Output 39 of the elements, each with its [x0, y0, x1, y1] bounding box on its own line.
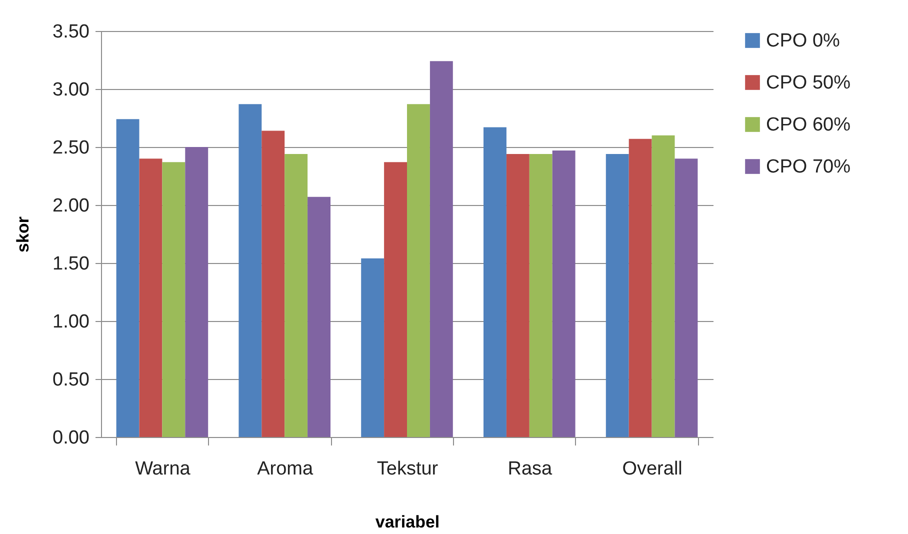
x-tick-label: Tekstur	[376, 458, 439, 480]
y-tick-label: 3.50	[52, 22, 90, 42]
bar	[185, 147, 208, 437]
x-axis-title: variabel	[375, 512, 440, 532]
y-tick-label: 0.50	[52, 370, 90, 390]
bar	[628, 138, 652, 437]
y-tick-label: 3.00	[52, 80, 90, 100]
bar	[139, 158, 162, 437]
bar	[652, 135, 675, 437]
bar	[384, 162, 407, 437]
bar	[284, 154, 308, 437]
y-tick-label: 2.50	[52, 138, 90, 158]
x-tick-label: Warna	[135, 458, 191, 480]
bar	[430, 61, 453, 437]
bar	[162, 162, 186, 437]
y-tick-label: 0.00	[52, 428, 90, 448]
legend-label: CPO 60%	[766, 114, 851, 136]
bar	[238, 104, 262, 437]
legend-label: CPO 0%	[766, 30, 840, 52]
bar	[606, 154, 629, 437]
bar	[116, 119, 140, 437]
bar	[506, 154, 530, 437]
x-tick-label: Aroma	[257, 458, 314, 480]
bar	[674, 158, 698, 437]
legend-label: CPO 50%	[766, 72, 851, 94]
bar	[407, 104, 430, 437]
bar	[529, 154, 552, 437]
bar	[308, 196, 330, 437]
y-tick-label: 1.50	[52, 254, 90, 274]
y-tick-label: 1.00	[52, 312, 90, 332]
bar	[484, 127, 506, 437]
bar	[361, 258, 384, 437]
bar	[262, 130, 285, 437]
y-tick-label: 2.00	[52, 196, 90, 216]
legend-label: CPO 70%	[766, 156, 851, 178]
x-tick-label: Rasa	[508, 458, 553, 480]
y-axis-title: skor	[14, 216, 33, 252]
bar	[552, 150, 576, 437]
x-tick-label: Overall	[622, 458, 682, 480]
